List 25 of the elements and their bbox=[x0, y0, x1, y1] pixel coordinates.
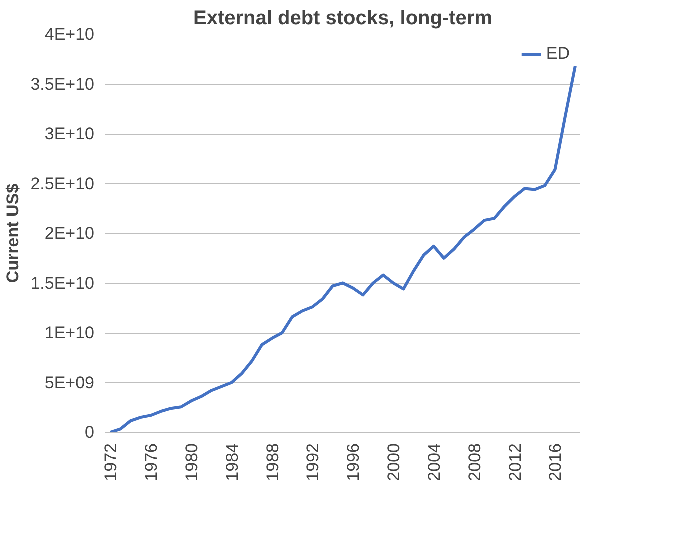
x-tick-label: 1980 bbox=[182, 443, 202, 482]
x-tick-label: 1976 bbox=[142, 443, 161, 482]
x-tick-label: 1972 bbox=[102, 443, 121, 482]
x-tick-label: 2016 bbox=[546, 443, 566, 482]
y-tick-label: 0 bbox=[85, 423, 95, 442]
y-tick-label: 3.5E+10 bbox=[30, 74, 95, 94]
x-tick-label: 2008 bbox=[465, 443, 484, 482]
x-tick-label: 1988 bbox=[263, 443, 282, 482]
x-tick-label: 1992 bbox=[304, 443, 323, 482]
y-tick-label: 3E+10 bbox=[44, 124, 95, 144]
y-tick-label: 1.5E+10 bbox=[30, 274, 95, 293]
y-axis-title: Current US$ bbox=[4, 183, 23, 284]
y-tick-label: 1E+10 bbox=[44, 324, 95, 342]
y-tick-label: 2E+10 bbox=[44, 224, 95, 243]
x-tick-label: 1984 bbox=[222, 443, 242, 482]
chart-title: External debt stocks, long-term bbox=[194, 8, 492, 30]
line-series bbox=[109, 64, 577, 432]
x-tick-label: 2004 bbox=[424, 443, 444, 482]
legend-label: ED bbox=[546, 44, 570, 64]
x-tick-label: 1996 bbox=[344, 443, 364, 482]
x-tick-label: 2000 bbox=[384, 443, 404, 482]
y-tick-label: 5E+09 bbox=[44, 373, 95, 392]
x-tick-label: 2012 bbox=[506, 443, 525, 482]
y-tick-label: 2.5E+10 bbox=[30, 174, 95, 194]
y-tick-label: 4E+10 bbox=[44, 25, 95, 44]
